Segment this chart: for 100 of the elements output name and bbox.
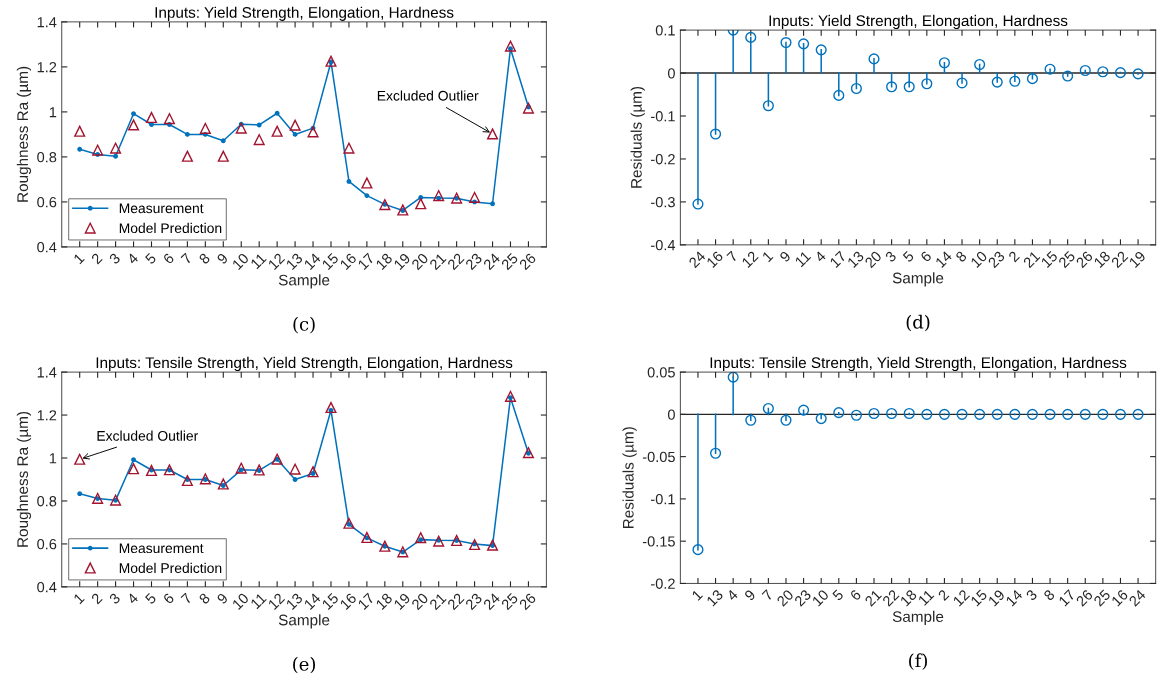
chart-title: Inputs: Yield Strength, Elongation, Hardness xyxy=(155,6,454,21)
x-tick-label: 4 xyxy=(726,588,739,602)
x-tick-label: 20 xyxy=(864,250,883,269)
x-tick-label: 23 xyxy=(793,589,812,607)
legend-label: Measurement xyxy=(119,543,204,554)
x-tick-label: 24 xyxy=(482,252,501,271)
x-tick-label: 24 xyxy=(482,592,501,611)
y-tick-label: 1.2 xyxy=(37,62,57,73)
annotation: Excluded Outlier xyxy=(377,90,479,101)
x-tick-label: 25 xyxy=(1057,250,1076,269)
x-tick-label: 22 xyxy=(1110,250,1129,269)
y-tick-label: 1 xyxy=(49,453,57,464)
x-tick-label: 18 xyxy=(375,592,393,610)
x-tick-label: 2 xyxy=(1007,250,1020,263)
x-tick-label: 18 xyxy=(1093,250,1111,268)
x-tick-label: 25 xyxy=(500,252,519,271)
chart-title: Inputs: Yield Strength, Elongation, Hardness xyxy=(769,14,1068,30)
x-tick-label: 9 xyxy=(216,252,229,265)
x-axis-title: Sample xyxy=(892,610,944,626)
x-tick-label: 12 xyxy=(267,592,286,610)
y-axis-title: Roughness Ra (µm) xyxy=(16,411,32,547)
x-tick-label: 10 xyxy=(811,588,830,607)
x-tick-label: 11 xyxy=(794,250,812,268)
annotation: Excluded Outlier xyxy=(97,430,199,441)
x-tick-label: 9 xyxy=(743,589,756,602)
x-axis-title: Sample xyxy=(278,274,330,289)
x-tick-label: 19 xyxy=(1128,250,1147,268)
legend-label: Model Prediction xyxy=(119,562,222,574)
x-tick-label: 21 xyxy=(428,252,447,271)
x-tick-label: 9 xyxy=(216,592,229,605)
x-tick-label: 26 xyxy=(1075,250,1094,269)
x-tick-label: 16 xyxy=(339,252,357,271)
x-axis-title: Sample xyxy=(892,272,944,287)
x-tick-label: 25 xyxy=(500,592,519,611)
y-tick-label: 0.05 xyxy=(647,367,675,378)
x-tick-label: 21 xyxy=(428,592,447,611)
y-tick-label: 1.2 xyxy=(37,410,57,421)
x-tick-label: 1 xyxy=(73,592,85,605)
x-tick-label: 5 xyxy=(831,589,844,602)
x-tick-label: 7 xyxy=(180,592,193,605)
x-tick-label: 8 xyxy=(1043,589,1056,602)
x-tick-label: 18 xyxy=(375,252,393,271)
x-tick-label: 16 xyxy=(339,592,357,610)
text: (c) xyxy=(293,316,315,334)
x-tick-label: 4 xyxy=(814,250,827,263)
y-tick-label: 0 xyxy=(667,409,675,420)
x-axis-title: Sample xyxy=(278,614,330,629)
x-tick-label: 5 xyxy=(144,592,157,605)
x-tick-label: 22 xyxy=(881,589,900,607)
x-tick-label: 10 xyxy=(970,250,988,268)
chart-title: Inputs: Tensile Strength, Yield Strength, Elongation, Hardness xyxy=(96,356,513,372)
x-tick-label: 7 xyxy=(726,250,739,263)
x-tick-label: 25 xyxy=(1093,589,1111,607)
x-tick-label: 3 xyxy=(108,592,121,605)
x-tick-label: 17 xyxy=(1058,589,1076,607)
x-tick-label: 23 xyxy=(464,252,483,271)
y-tick-label: -0.3 xyxy=(651,197,675,208)
x-tick-label: 3 xyxy=(108,252,121,265)
x-tick-label: 21 xyxy=(864,589,882,607)
x-tick-label: 11 xyxy=(250,252,267,270)
y-tick-label: 1.4 xyxy=(37,367,57,378)
y-tick-label: 0.8 xyxy=(37,496,57,507)
x-tick-label: 19 xyxy=(393,252,411,271)
x-tick-label: 15 xyxy=(321,592,340,610)
chart-title: Inputs: Tensile Strength, Yield Strength, Elongation, Hardness xyxy=(710,356,1127,372)
x-tick-label: 6 xyxy=(919,250,932,263)
text: (e) xyxy=(293,656,316,674)
x-tick-label: 19 xyxy=(987,589,1006,607)
x-tick-label: 12 xyxy=(952,589,970,607)
x-tick-label: 2 xyxy=(90,252,103,265)
x-tick-label: 6 xyxy=(849,589,862,602)
x-tick-label: 7 xyxy=(180,252,193,265)
x-tick-label: 14 xyxy=(303,592,322,610)
x-tick-label: 14 xyxy=(935,250,953,268)
x-tick-label: 2 xyxy=(937,589,950,601)
x-tick-label: 18 xyxy=(899,589,918,607)
x-tick-label: 20 xyxy=(410,592,429,611)
x-tick-label: 3 xyxy=(1025,589,1038,602)
x-tick-label: 17 xyxy=(357,592,375,610)
x-tick-label: 13 xyxy=(846,250,865,268)
x-tick-label: 14 xyxy=(303,252,322,270)
y-tick-label: -0.2 xyxy=(651,154,675,165)
x-tick-label: 5 xyxy=(144,252,157,265)
x-tick-label: 10 xyxy=(231,592,250,610)
y-tick-label: 0.6 xyxy=(37,539,57,550)
x-tick-label: 1 xyxy=(761,250,774,263)
x-tick-label: 24 xyxy=(688,250,707,269)
x-tick-label: 13 xyxy=(706,589,724,607)
x-tick-label: 15 xyxy=(970,589,988,607)
x-tick-label: 6 xyxy=(162,252,175,265)
x-tick-label: 1 xyxy=(73,252,85,265)
x-tick-label: 9 xyxy=(779,250,792,263)
text: (d) xyxy=(906,314,930,332)
x-tick-label: 22 xyxy=(446,252,465,271)
x-tick-label: 19 xyxy=(393,592,411,610)
x-tick-label: 20 xyxy=(776,588,795,607)
x-tick-label: 12 xyxy=(267,252,286,270)
x-tick-label: 13 xyxy=(285,592,304,610)
x-tick-label: 23 xyxy=(464,592,483,611)
y-tick-label: 0.1 xyxy=(655,25,675,36)
